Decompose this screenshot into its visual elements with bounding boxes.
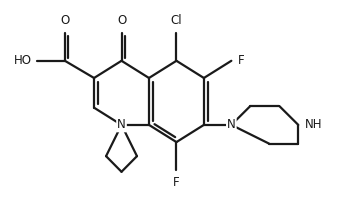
Text: O: O <box>117 14 126 27</box>
Text: NH: NH <box>304 118 322 131</box>
Text: N: N <box>117 118 126 131</box>
Text: F: F <box>237 54 244 67</box>
Text: O: O <box>60 14 70 27</box>
Text: N: N <box>227 118 236 131</box>
Text: HO: HO <box>14 54 32 67</box>
Text: Cl: Cl <box>171 14 182 27</box>
Text: F: F <box>173 176 180 189</box>
